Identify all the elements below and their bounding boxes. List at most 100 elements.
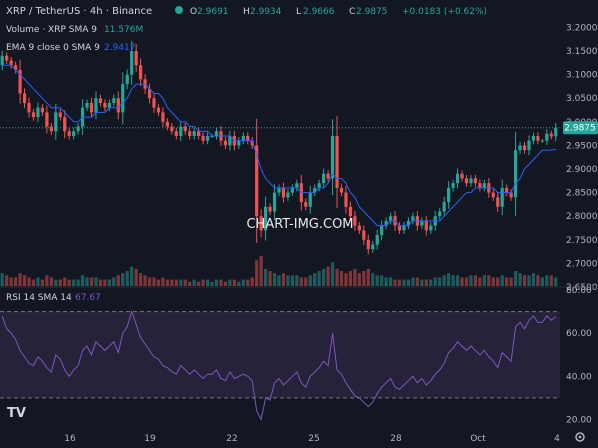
volume-bars [0, 256, 558, 286]
volume-bar [228, 279, 232, 286]
rsi-line [1, 309, 557, 421]
volume-bar [22, 275, 27, 286]
volume-bar [429, 279, 433, 286]
volume-bar [491, 277, 495, 286]
candle-body [545, 133, 549, 141]
volume-bar [531, 273, 536, 286]
volume-bar [170, 279, 174, 286]
settings-icon[interactable] [575, 432, 585, 442]
volume-bar [246, 279, 250, 286]
volume-bar [14, 277, 18, 286]
volume-bar [72, 279, 76, 286]
volume-bar [505, 277, 509, 286]
candle-body [460, 173, 464, 179]
candle-body [116, 98, 120, 113]
time-axis[interactable]: 16 19 22 25 28 Oct 4 [64, 434, 560, 444]
volume-bar [402, 279, 406, 286]
candle-body [304, 202, 308, 207]
volume-bar [299, 277, 303, 286]
price-tick-label: 3.1000 [566, 71, 598, 81]
candle-body [295, 183, 299, 188]
candle-body [161, 112, 165, 122]
volume-bar [545, 275, 549, 286]
volume-bar [36, 277, 40, 286]
volume-bar [197, 281, 201, 286]
price-tick-label: 3.0500 [566, 94, 598, 104]
volume-bar [103, 279, 107, 286]
watermark: CHART-IMG.COM [246, 217, 353, 232]
volume-bar [27, 277, 31, 286]
volume-bar [335, 268, 339, 286]
volume-bar [411, 277, 415, 286]
candle-body [464, 178, 469, 184]
volume-legend[interactable]: Volume · XRP SMA 9 11.576M [6, 25, 143, 35]
candle-body [451, 183, 455, 188]
candle-body [147, 88, 152, 99]
volume-bar [500, 275, 504, 286]
candle-body [442, 202, 446, 212]
candle-body [500, 187, 504, 207]
volume-bar [147, 277, 152, 286]
rsi-axis[interactable]: 80.00 60.00 40.00 20.00 [566, 286, 592, 426]
candle-body [326, 173, 330, 179]
volume-bar [18, 273, 22, 286]
candle-body [469, 178, 473, 184]
volume-bar [259, 256, 263, 286]
candle-body [344, 192, 348, 207]
volume-bar [179, 279, 183, 286]
candle-body [22, 93, 27, 103]
volume-bar [322, 268, 326, 286]
candle-body [174, 131, 178, 136]
candle-body [125, 74, 129, 85]
volume-bar [156, 279, 161, 286]
volume-bar [487, 275, 491, 286]
volume-bar [80, 275, 85, 286]
candle-body [76, 126, 80, 132]
volume-bar [188, 281, 192, 286]
market-status-dot [175, 6, 183, 14]
volume-bar [540, 277, 544, 286]
symbol-legend[interactable]: XRP / TetherUS · 4h · Binance O 2.9691 H 2.… [6, 6, 487, 17]
candle-body [447, 187, 451, 203]
price-tick-label: 3.1500 [566, 47, 598, 57]
candle-body [107, 102, 111, 108]
candle-body [197, 131, 201, 136]
volume-bar [67, 279, 71, 286]
volume-bar [192, 279, 196, 286]
volume-bar [0, 273, 4, 286]
volume-bar [433, 277, 437, 286]
volume-bar [527, 275, 531, 286]
rsi-legend[interactable]: RSI 14 SMA 14 67.67 [6, 293, 101, 303]
candle-body [134, 51, 138, 66]
candle-body [527, 140, 531, 151]
candle-body [335, 135, 339, 188]
volume-bar [455, 275, 460, 286]
ema-legend[interactable]: EMA 9 close 0 SMA 9 2.9417 [6, 43, 136, 53]
volume-bar [165, 279, 170, 286]
candle-body [63, 117, 67, 132]
candle-body [98, 98, 103, 103]
volume-bar [183, 279, 187, 286]
volume-bar [139, 273, 143, 286]
candle-body [9, 60, 13, 66]
volume-bar [277, 275, 281, 286]
candle-body [36, 107, 40, 118]
volume-bar [371, 273, 375, 286]
volume-bar [513, 271, 518, 286]
volume-bar [125, 271, 129, 286]
candle-body [241, 135, 245, 141]
ohlc-value: 2.9666 [303, 7, 335, 17]
settings-icon-center [578, 435, 582, 439]
volume-bar [447, 273, 451, 286]
volume-bar [339, 271, 344, 286]
volume-bar [5, 275, 9, 286]
volume-value: 11.576M [104, 25, 143, 35]
candle-body [397, 225, 402, 231]
volume-bar [94, 277, 98, 286]
volume-bar [420, 279, 424, 286]
tradingview-logo[interactable]: TV [7, 406, 26, 421]
ohlc-key: H [243, 7, 250, 17]
candle-body [505, 187, 509, 193]
volume-bar [58, 279, 62, 286]
